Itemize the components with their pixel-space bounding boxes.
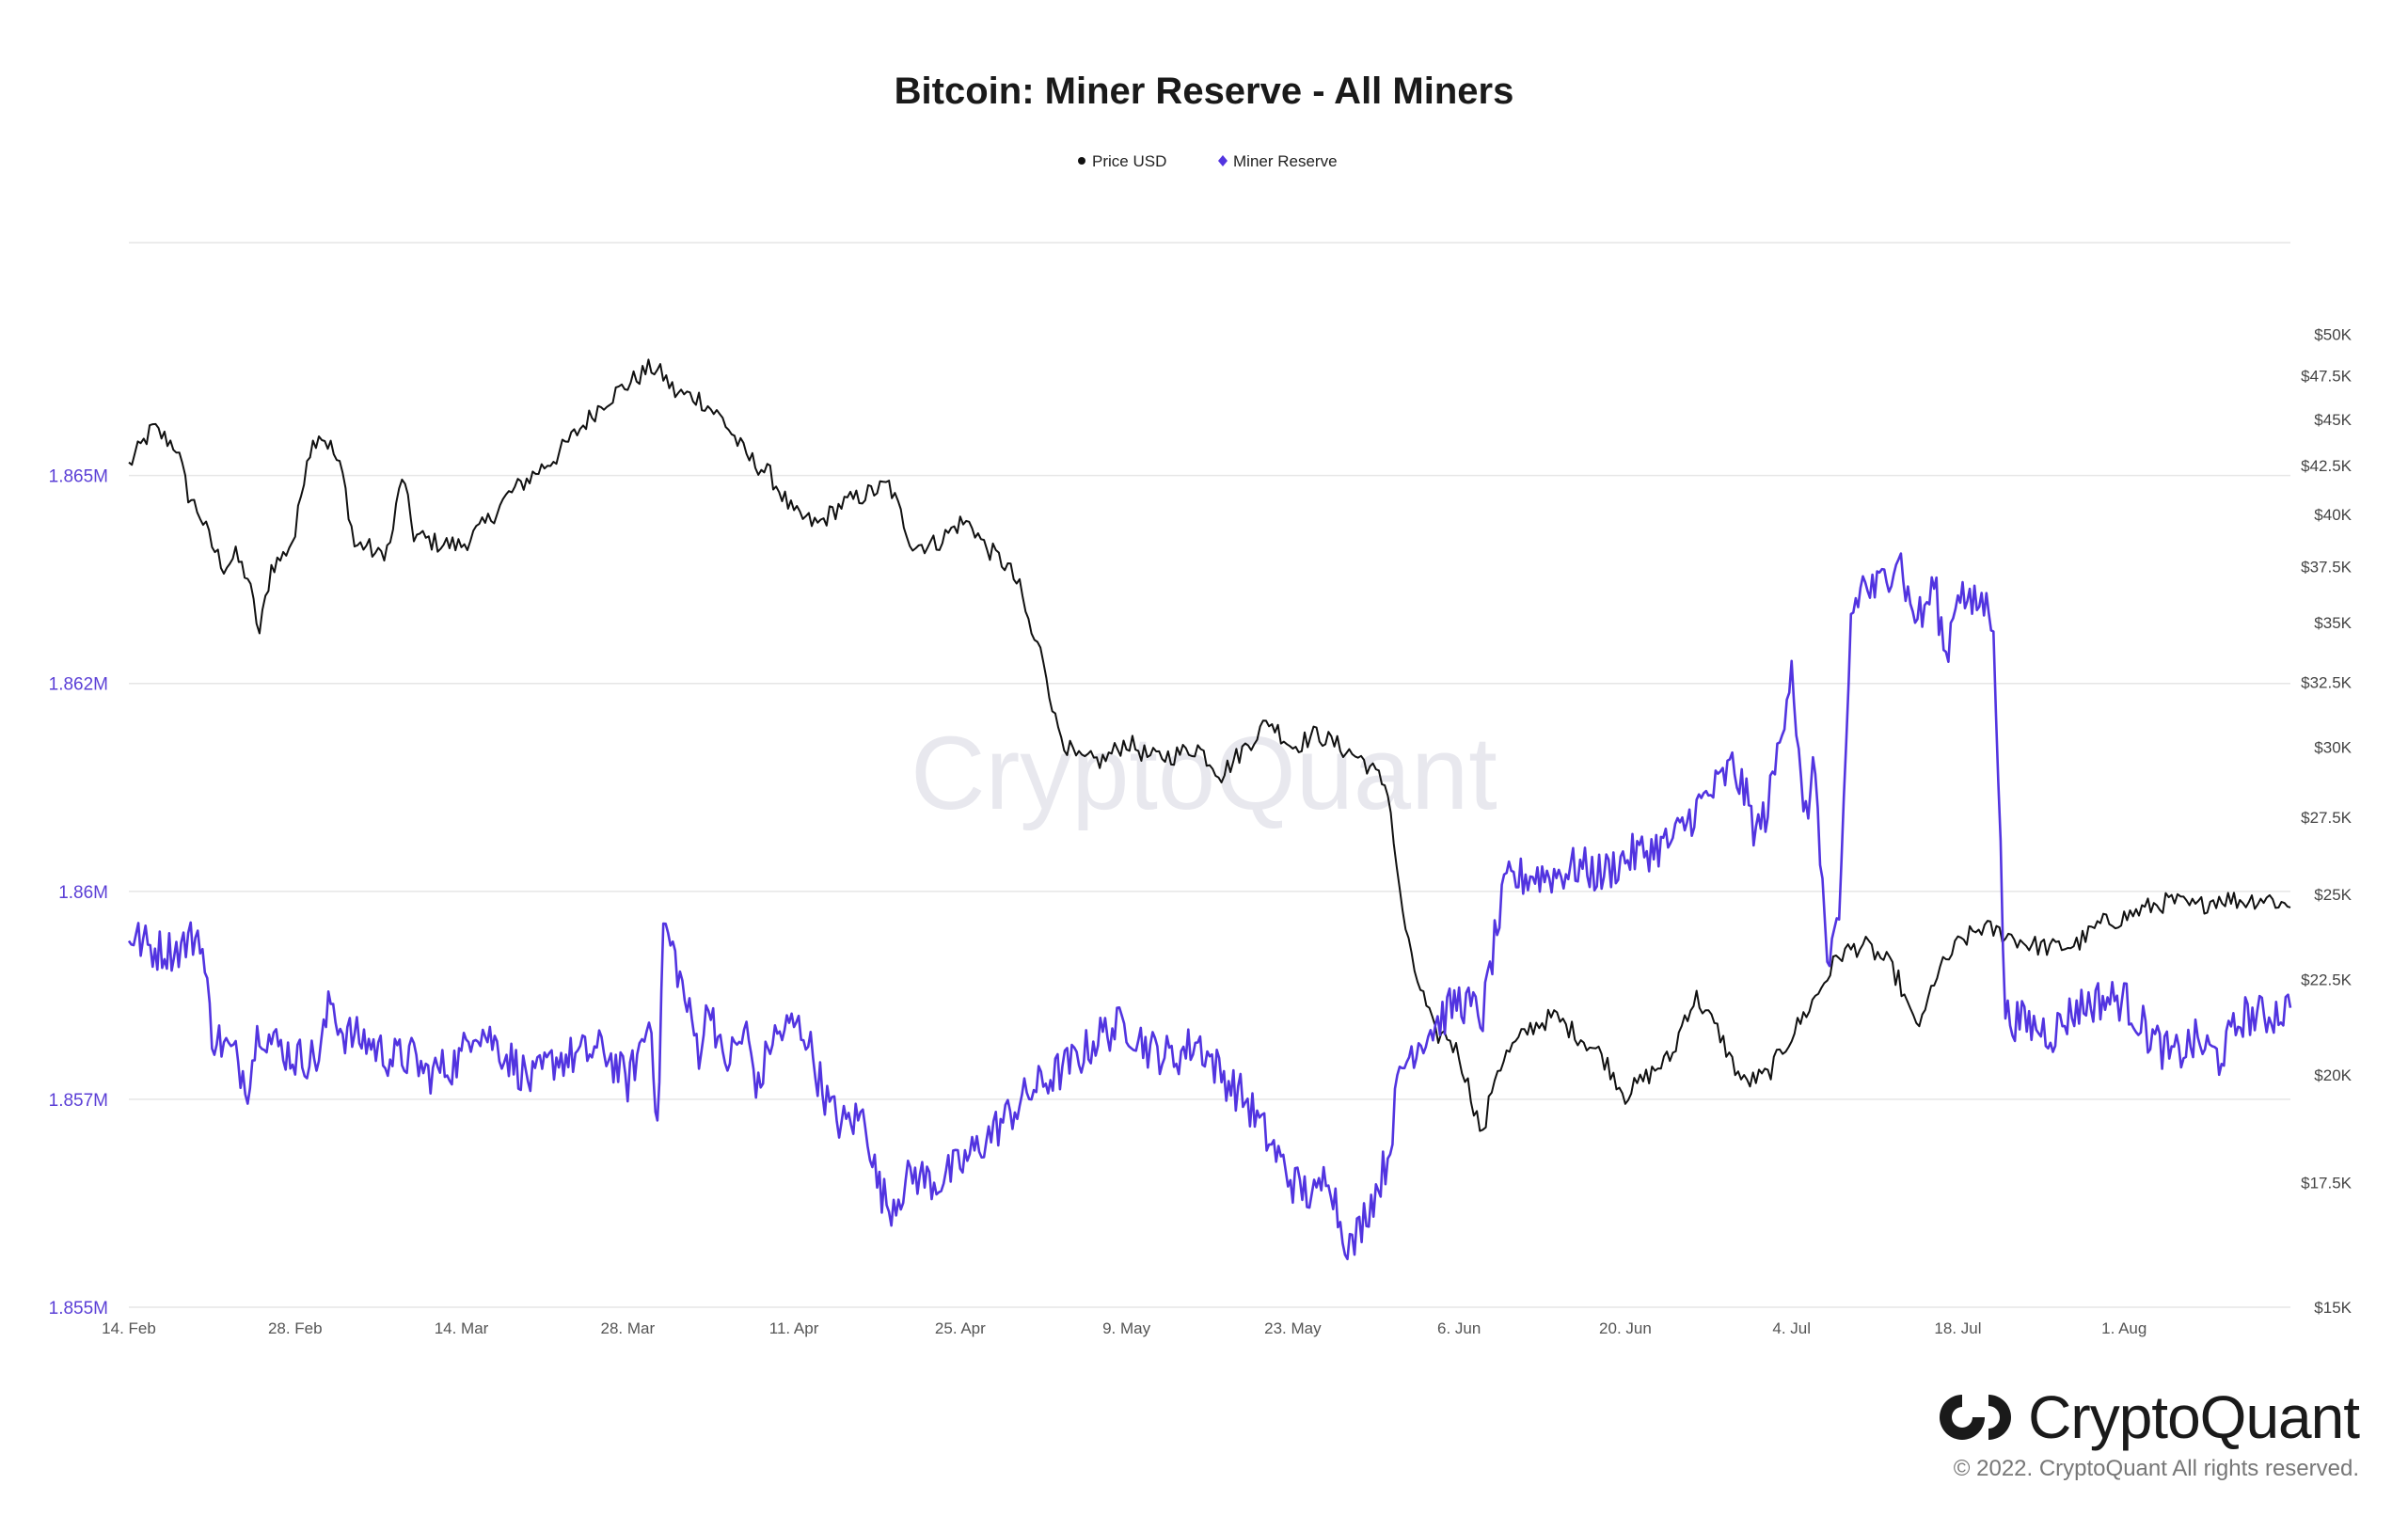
left-tick-label-0: 1.855M: [49, 1299, 108, 1319]
legend-label-1[interactable]: Miner Reserve: [1233, 152, 1338, 170]
x-tick-label-12: 1. Aug: [2101, 1319, 2147, 1337]
cryptoquant-logo-icon: [1940, 1395, 2012, 1440]
legend-marker-reserve: [1218, 155, 1228, 166]
x-tick-label-3: 28. Mar: [600, 1319, 655, 1337]
right-tick-label-9: $37.5K: [2301, 559, 2353, 576]
right-tick-label-12: $45K: [2314, 411, 2352, 429]
x-tick-label-5: 25. Apr: [935, 1319, 986, 1337]
left-tick-label-3: 1.862M: [49, 675, 108, 695]
right-tick-label-10: $40K: [2314, 506, 2352, 524]
right-tick-label-2: $20K: [2314, 1066, 2352, 1084]
x-tick-label-6: 9. May: [1102, 1319, 1151, 1337]
right-tick-label-11: $42.5K: [2301, 457, 2353, 475]
copyright-text: © 2022. CryptoQuant All rights reserved.: [1953, 1456, 2359, 1481]
legend-marker-price: [1078, 157, 1085, 165]
right-tick-label-0: $15K: [2314, 1299, 2352, 1317]
series-line-price-usd: [128, 358, 2291, 1132]
brand-name: CryptoQuant: [2028, 1383, 2360, 1451]
x-tick-label-8: 6. Jun: [1437, 1319, 1481, 1337]
right-tick-label-1: $17.5K: [2301, 1175, 2353, 1192]
brand-logo: CryptoQuant: [1934, 1382, 2360, 1452]
x-axis-ticks: 14. Feb 28. Feb 14. Mar 28. Mar 11. Apr 25. A…: [102, 1319, 2147, 1337]
chart-legend: Price USD Miner Reserve: [1078, 152, 1338, 170]
x-tick-label-4: 11. Apr: [769, 1319, 819, 1337]
left-tick-label-4: 1.865M: [49, 467, 108, 487]
series-lines: [127, 358, 2292, 1261]
right-tick-label-13: $47.5K: [2301, 367, 2353, 385]
left-tick-label-2: 1.86M: [58, 883, 108, 903]
x-tick-label-2: 14. Mar: [435, 1319, 489, 1337]
x-tick-label-10: 4. Jul: [1772, 1319, 1811, 1337]
x-tick-label-11: 18. Jul: [1934, 1319, 1981, 1337]
legend-label-0[interactable]: Price USD: [1092, 152, 1166, 170]
right-tick-label-6: $30K: [2314, 738, 2352, 756]
right-tick-label-14: $50K: [2314, 325, 2352, 343]
right-axis-ticks: $15K $17.5K $20K $22.5K $25K $27.5K $30K $32.5K…: [2301, 325, 2353, 1317]
right-tick-label-5: $27.5K: [2301, 809, 2353, 827]
x-tick-label-9: 20. Jun: [1599, 1319, 1652, 1337]
watermark-text: CryptoQuant: [911, 716, 1497, 831]
right-tick-label-3: $22.5K: [2301, 971, 2353, 989]
x-tick-label-1: 28. Feb: [268, 1319, 323, 1337]
right-tick-label-7: $32.5K: [2301, 674, 2353, 692]
x-tick-label-7: 23. May: [1264, 1319, 1322, 1337]
right-tick-label-4: $25K: [2314, 886, 2352, 904]
left-axis-ticks: 1.855M 1.857M 1.86M 1.862M 1.865M: [49, 467, 108, 1319]
gridlines: [129, 242, 2290, 1308]
right-tick-label-8: $35K: [2314, 614, 2352, 632]
chart-title: Bitcoin: Miner Reserve - All Miners: [895, 71, 1514, 112]
x-tick-label-0: 14. Feb: [102, 1319, 156, 1337]
series-line-miner-reserve: [127, 552, 2292, 1261]
left-tick-label-1: 1.857M: [49, 1091, 108, 1111]
